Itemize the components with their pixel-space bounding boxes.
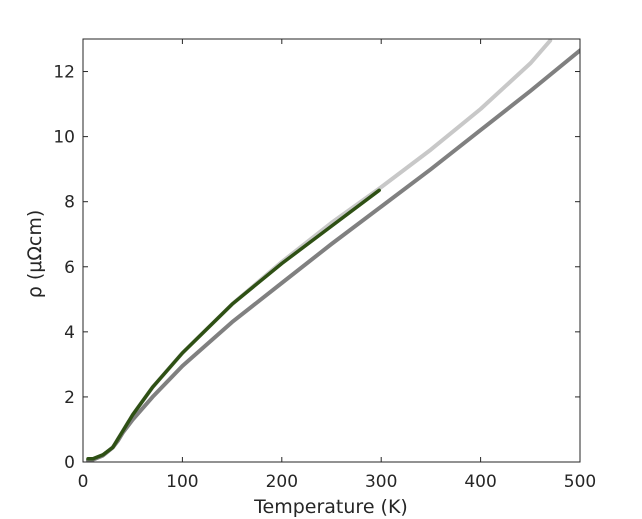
series-line-3: [86, 188, 381, 461]
y-tick-label-8: 8: [64, 193, 75, 213]
y-tick-label-6: 6: [64, 258, 75, 278]
plot-layer: [86, 39, 580, 462]
x-tick-label-200: 200: [266, 472, 298, 492]
axes-layer: 0 100 200 300 400 500 0 2 4 6 8 10 12: [53, 38, 596, 492]
y-tick-label-12: 12: [53, 63, 75, 83]
y-tick-label-0: 0: [64, 453, 75, 473]
y-tick-label-4: 4: [64, 323, 75, 343]
y-tick-label-10: 10: [53, 128, 75, 148]
x-axis-title: Temperature (K): [253, 496, 408, 518]
x-tick-label-400: 400: [464, 472, 496, 492]
axes-box: [82, 38, 581, 463]
y-axis-title: ρ (μΩcm): [24, 210, 46, 299]
y-tick-label-2: 2: [64, 388, 75, 408]
x-tick-label-300: 300: [365, 472, 397, 492]
x-tick-label-100: 100: [166, 472, 198, 492]
x-tick-label-500: 500: [564, 472, 596, 492]
x-tick-label-0: 0: [78, 472, 89, 492]
